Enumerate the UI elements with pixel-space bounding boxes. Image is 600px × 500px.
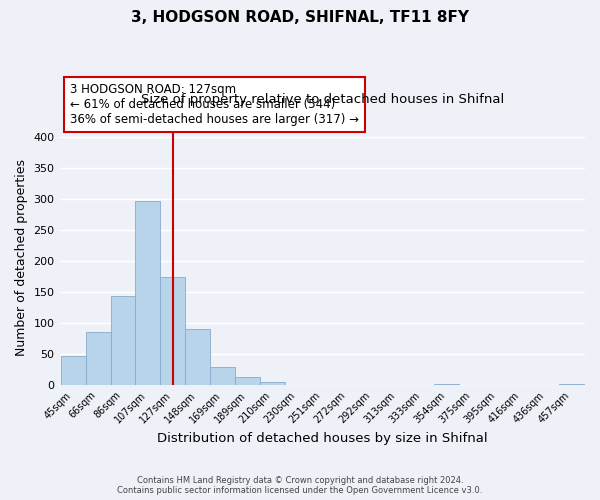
Bar bbox=[61, 356, 86, 385]
Title: Size of property relative to detached houses in Shifnal: Size of property relative to detached ho… bbox=[140, 93, 504, 106]
Bar bbox=[86, 332, 110, 385]
X-axis label: Distribution of detached houses by size in Shifnal: Distribution of detached houses by size … bbox=[157, 432, 488, 445]
Bar bbox=[235, 376, 260, 385]
Bar bbox=[260, 382, 285, 385]
Bar bbox=[559, 384, 584, 385]
Text: Contains HM Land Registry data © Crown copyright and database right 2024.
Contai: Contains HM Land Registry data © Crown c… bbox=[118, 476, 482, 495]
Bar bbox=[110, 296, 136, 385]
Bar bbox=[210, 366, 235, 385]
Bar bbox=[160, 276, 185, 385]
Bar bbox=[136, 201, 160, 385]
Bar bbox=[185, 328, 210, 385]
Bar bbox=[434, 384, 459, 385]
Text: 3, HODGSON ROAD, SHIFNAL, TF11 8FY: 3, HODGSON ROAD, SHIFNAL, TF11 8FY bbox=[131, 10, 469, 25]
Y-axis label: Number of detached properties: Number of detached properties bbox=[15, 160, 28, 356]
Text: 3 HODGSON ROAD: 127sqm
← 61% of detached houses are smaller (544)
36% of semi-de: 3 HODGSON ROAD: 127sqm ← 61% of detached… bbox=[70, 82, 359, 126]
